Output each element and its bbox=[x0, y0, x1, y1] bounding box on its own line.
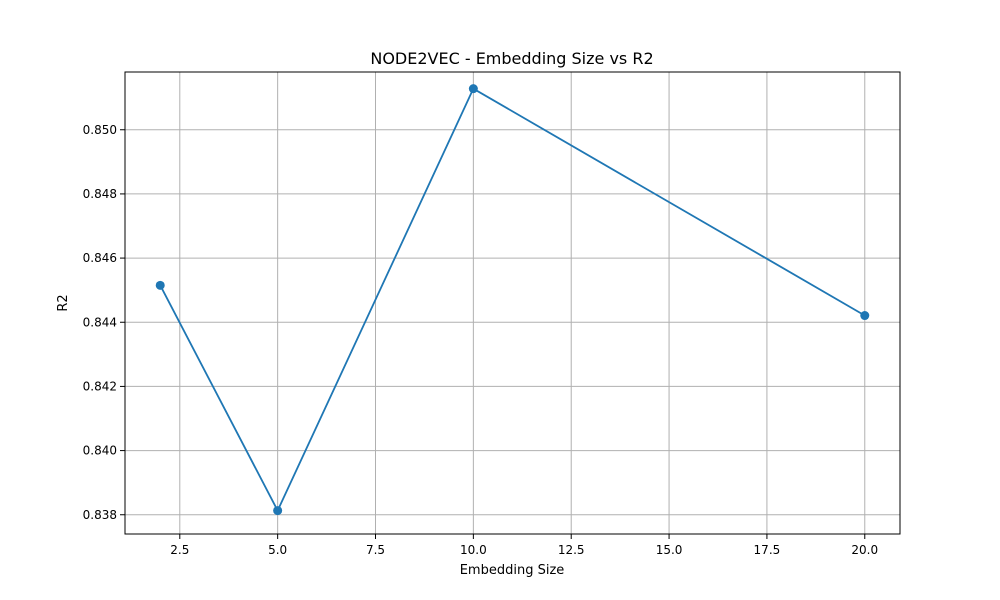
y-tick-label: 0.848 bbox=[83, 187, 117, 201]
series bbox=[155, 84, 870, 516]
x-tick-label: 17.5 bbox=[754, 543, 781, 557]
data-point bbox=[860, 311, 870, 321]
x-tick-label: 15.0 bbox=[656, 543, 683, 557]
grid bbox=[125, 72, 900, 534]
x-tick-label: 10.0 bbox=[460, 543, 487, 557]
data-point bbox=[155, 280, 165, 290]
x-axis-label: Embedding Size bbox=[460, 563, 565, 578]
data-point bbox=[468, 84, 478, 94]
y-axis: 0.838 0.840 0.842 0.844 0.846 0.848 0.850 bbox=[83, 123, 125, 522]
y-tick-label: 0.838 bbox=[83, 508, 117, 522]
data-point bbox=[273, 506, 283, 516]
y-tick-label: 0.840 bbox=[83, 444, 117, 458]
y-tick-label: 0.846 bbox=[83, 251, 117, 265]
series-line bbox=[159, 87, 866, 513]
x-tick-label: 20.0 bbox=[851, 543, 878, 557]
chart-title: NODE2VEC - Embedding Size vs R2 bbox=[370, 49, 653, 68]
plot-area bbox=[124, 71, 901, 535]
x-tick-label: 7.5 bbox=[366, 543, 385, 557]
x-tick-label: 2.5 bbox=[170, 543, 189, 557]
y-axis-label: R2 bbox=[56, 294, 71, 311]
x-tick-label: 5.0 bbox=[268, 543, 287, 557]
y-tick-label: 0.850 bbox=[83, 123, 117, 137]
y-tick-label: 0.842 bbox=[83, 379, 117, 393]
x-tick-label: 12.5 bbox=[558, 543, 585, 557]
y-tick-label: 0.844 bbox=[83, 315, 117, 329]
x-axis: 2.5 5.0 7.5 10.0 12.5 15.0 17.5 20.0 bbox=[170, 534, 878, 557]
